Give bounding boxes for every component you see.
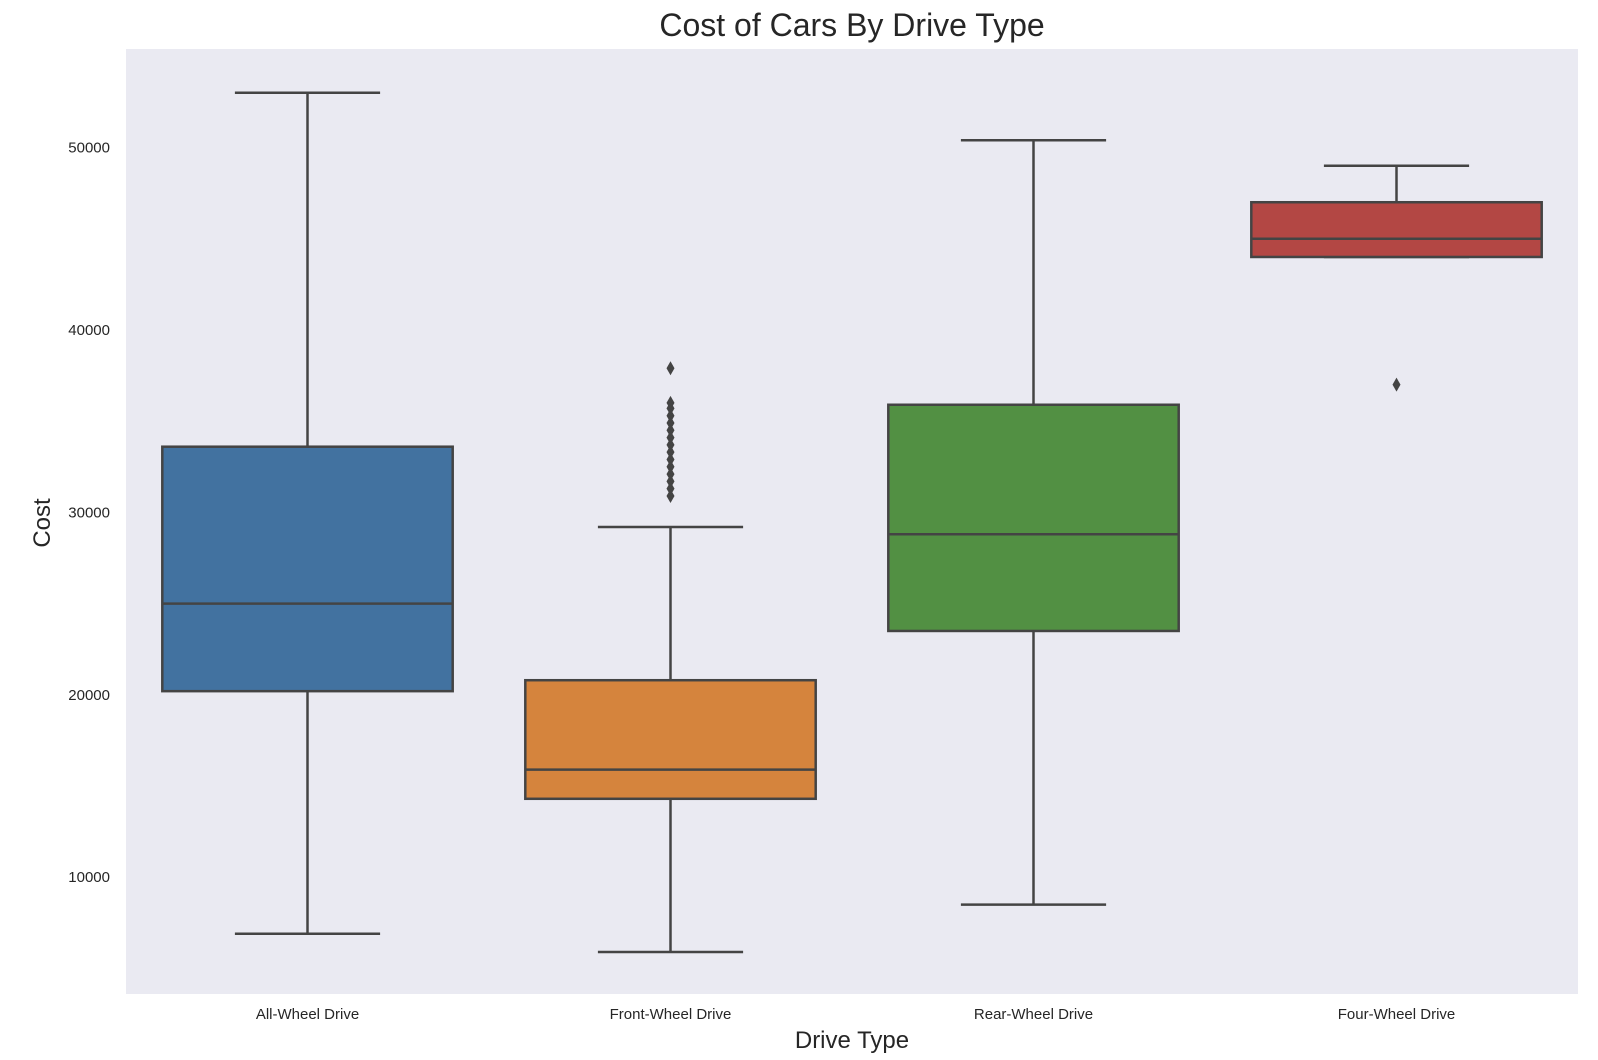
box-group — [887, 138, 1180, 906]
y-tick-label: 30000 — [68, 504, 110, 521]
outlier-point — [666, 452, 675, 467]
outlier-point — [1392, 377, 1401, 392]
x-tick-label: All-Wheel Drive — [256, 1006, 359, 1023]
box-iqr — [1250, 200, 1543, 259]
box-group — [1250, 164, 1543, 392]
x-tick-label: Front-Wheel Drive — [610, 1006, 732, 1023]
y-tick-label: 10000 — [68, 869, 110, 886]
outlier-point — [666, 467, 675, 482]
box-iqr — [161, 445, 454, 693]
outlier-point — [666, 395, 675, 410]
x-axis-label: Drive Type — [795, 1027, 909, 1054]
outlier-point — [666, 459, 675, 474]
y-tick-label: 50000 — [68, 140, 110, 157]
outlier-point — [666, 488, 675, 503]
x-tick-label: Rear-Wheel Drive — [974, 1006, 1093, 1023]
y-axis-label: Cost — [29, 498, 56, 548]
box-iqr — [887, 403, 1180, 633]
outlier-point — [666, 481, 675, 496]
chart-title: Cost of Cars By Drive Type — [659, 7, 1044, 43]
outlier-point — [666, 437, 675, 452]
y-tick-label: 40000 — [68, 322, 110, 339]
outlier-point — [666, 408, 675, 423]
x-axis-ticks: All-Wheel Drive Front-Wheel Drive Rear-Whe… — [256, 1006, 1455, 1023]
outlier-point — [666, 423, 675, 438]
outlier-point — [666, 430, 675, 445]
box-group — [524, 361, 817, 954]
outlier-point — [666, 415, 675, 430]
y-axis-ticks: 10000 20000 30000 40000 50000 — [68, 140, 110, 887]
boxes-layer — [161, 91, 1543, 954]
y-tick-label: 20000 — [68, 687, 110, 704]
outlier-point — [666, 474, 675, 489]
box-group — [161, 91, 454, 936]
x-tick-label: Four-Wheel Drive — [1338, 1006, 1456, 1023]
box-iqr — [524, 678, 817, 801]
outlier-point — [666, 361, 675, 376]
outlier-point — [666, 445, 675, 460]
